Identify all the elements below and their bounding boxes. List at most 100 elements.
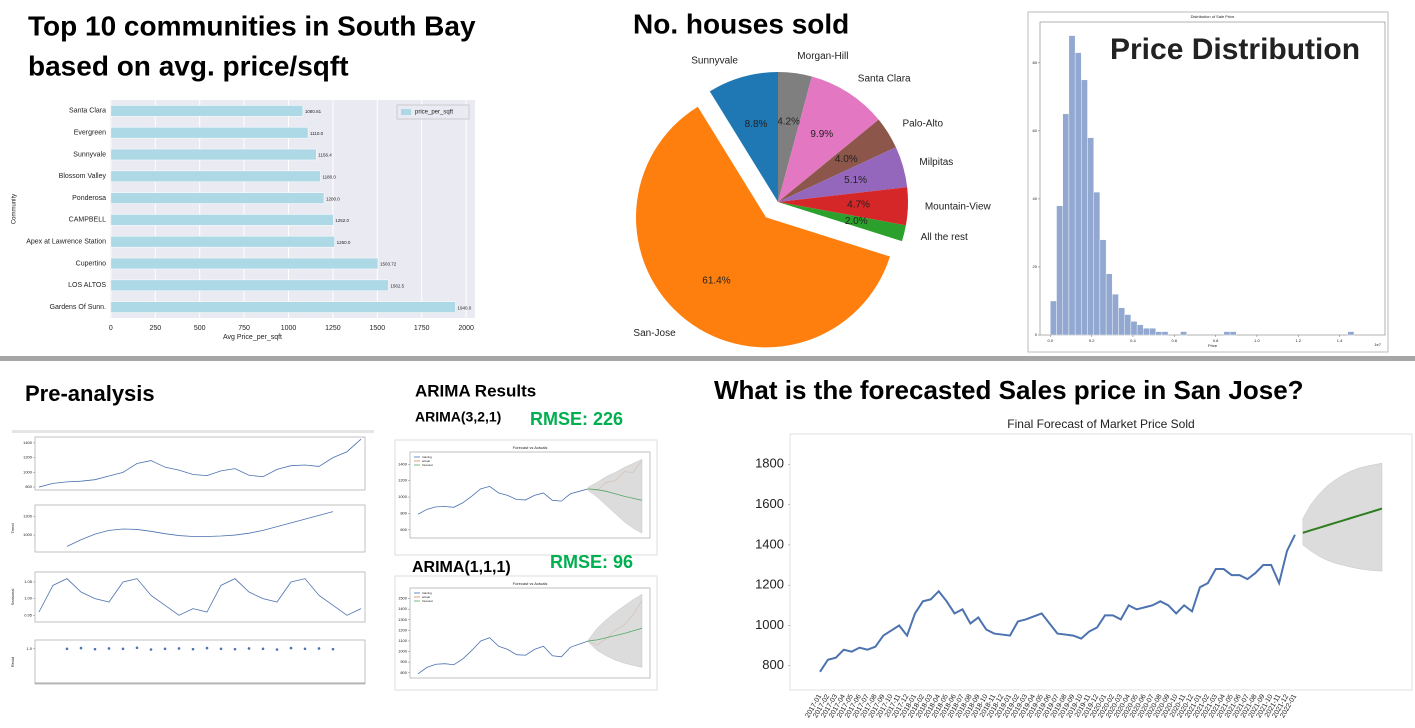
x-tick-label: 1250 xyxy=(325,325,341,332)
slice-label: All the rest xyxy=(921,232,968,243)
y-tick-label: 1200 xyxy=(23,455,33,460)
y-tick-label: 1000 xyxy=(398,649,408,654)
plot-frame xyxy=(34,639,366,685)
histogram-bar xyxy=(1155,331,1163,336)
value-label: 1252.0 xyxy=(335,218,349,223)
heading-bg xyxy=(1105,30,1377,72)
slice-percent: 61.4% xyxy=(702,276,730,287)
y-tick-label: 1200 xyxy=(755,577,784,592)
y-tick-label: 1400 xyxy=(23,440,33,445)
legend-box xyxy=(396,104,470,120)
histogram-bar xyxy=(1105,273,1113,336)
x-tick-label: 1.2 xyxy=(1295,338,1301,343)
y-tick-label: Santa Clara xyxy=(69,108,106,115)
y-tick-label: Evergreen xyxy=(74,130,106,137)
line xyxy=(417,637,589,675)
point xyxy=(121,647,125,651)
y-tick-label: 800 xyxy=(400,670,407,675)
pie-slice xyxy=(778,202,906,242)
bar xyxy=(110,257,379,270)
y-tick-label: 80 xyxy=(1033,60,1038,65)
y-tick-label: 1000 xyxy=(23,469,33,474)
chart-title: Final Forecast of Market Price Sold xyxy=(1007,417,1194,431)
histogram-bar xyxy=(1347,331,1355,336)
y-tick-label: 1000 xyxy=(23,532,33,537)
chart-title: Forecast vs Actuals xyxy=(513,581,548,586)
point xyxy=(289,646,293,650)
plot-frame xyxy=(34,504,366,553)
point xyxy=(275,648,279,651)
point xyxy=(191,647,195,651)
bar xyxy=(110,170,321,183)
line xyxy=(417,485,589,515)
value-label: 1503.72 xyxy=(380,262,397,267)
point xyxy=(303,647,307,651)
y-tick-label: 1.00 xyxy=(24,596,33,601)
chart-title: Forecast vs Actuals xyxy=(513,445,548,450)
title: Top 10 communities in South Bay xyxy=(28,10,476,41)
point xyxy=(205,646,209,650)
plot-frame xyxy=(34,571,366,623)
y-tick-label: 600 xyxy=(400,527,407,532)
slice-label: Sunnyvale xyxy=(691,55,738,66)
heading: What is the forecasted Sales price in Sa… xyxy=(714,375,1304,405)
histogram-bar xyxy=(1099,239,1107,336)
histogram-bar xyxy=(1087,137,1094,336)
x-tick-label: 0 xyxy=(109,325,113,332)
histogram-bar xyxy=(1093,191,1101,336)
y-tick-label: Ponderosa xyxy=(72,195,106,202)
legend-label: forecast xyxy=(422,599,433,603)
pie-slice xyxy=(778,187,908,226)
histogram-bar xyxy=(1136,324,1144,336)
y-tick-label: 1.0 xyxy=(26,646,32,651)
histogram-bar xyxy=(1081,79,1088,336)
bar xyxy=(110,127,309,139)
pie-slice xyxy=(778,72,812,202)
title: based on avg. price/sqft xyxy=(28,50,349,81)
histogram-bar xyxy=(1180,331,1187,336)
confidence-band xyxy=(588,594,643,668)
pie-slice xyxy=(636,106,890,348)
y-tick-label: 20 xyxy=(1033,264,1038,269)
point xyxy=(65,647,69,651)
point xyxy=(177,647,181,650)
point xyxy=(331,647,335,651)
y-axis-label: Community xyxy=(12,194,18,224)
x-axis-label: Avg Price_per_sqft xyxy=(223,334,282,341)
x-tick-label: 1.0 xyxy=(1254,338,1260,343)
x-tick-label: 2000 xyxy=(458,325,474,332)
slice-percent: 2.0% xyxy=(845,216,868,227)
value-label: 1180.0 xyxy=(322,174,336,179)
histogram-bar xyxy=(1223,331,1231,336)
y-tick-label: 1100 xyxy=(398,638,407,643)
confidence-band xyxy=(1302,462,1383,572)
plot-frame xyxy=(1039,21,1386,336)
y-tick-label: Gardens Of Sunn. xyxy=(50,304,106,311)
y-tick-label: Blossom Valley xyxy=(59,173,107,180)
x-tick-label: 0.6 xyxy=(1172,338,1178,343)
histogram-bar xyxy=(1229,331,1237,336)
value-label: 1080.81 xyxy=(305,109,322,114)
line xyxy=(819,534,1296,673)
bar xyxy=(110,301,456,313)
pie-slice xyxy=(778,76,879,202)
y-tick-label: 1.05 xyxy=(24,579,33,584)
y-tick-label: 800 xyxy=(762,657,784,672)
slice-percent: 4.7% xyxy=(847,199,870,210)
slice-percent: 9.9% xyxy=(810,129,833,140)
rmse: RMSE: 96 xyxy=(550,552,633,572)
point xyxy=(261,647,265,651)
histogram-bar xyxy=(1056,205,1063,336)
value-label: 1940.0 xyxy=(457,305,471,310)
legend-swatch xyxy=(401,109,411,115)
line xyxy=(38,438,362,488)
divider xyxy=(0,356,1415,361)
x-tick-label: 1.4 xyxy=(1337,338,1343,343)
point xyxy=(149,648,153,651)
y-tick-label: 1200 xyxy=(23,513,33,518)
y-tick-label: 1600 xyxy=(755,496,784,511)
confidence-band xyxy=(588,459,643,534)
y-tick-label: 1400 xyxy=(398,606,408,611)
model-label: ARIMA(3,2,1) xyxy=(415,409,501,425)
pie-slice xyxy=(709,72,778,202)
